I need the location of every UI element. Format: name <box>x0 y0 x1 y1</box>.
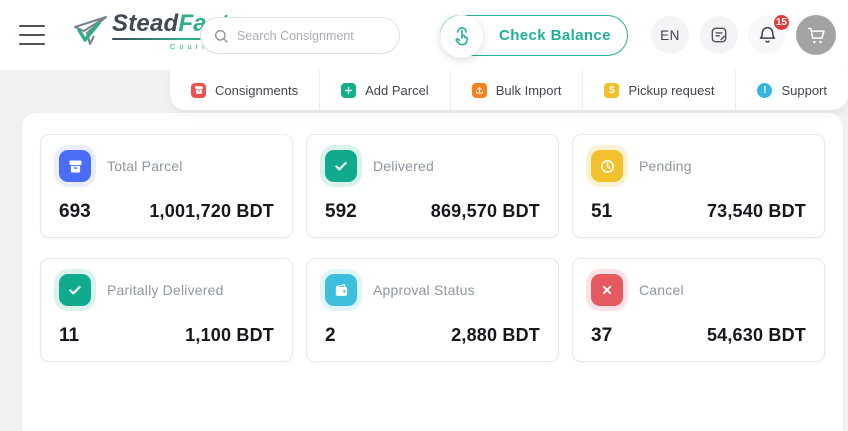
stat-card-cancel: Cancel 37 54,630 BDT <box>572 258 825 362</box>
check-balance-button[interactable]: Check Balance <box>440 15 628 58</box>
stat-card-count: 592 <box>325 201 357 222</box>
tab-bulk-import[interactable]: Bulk Import <box>449 70 583 110</box>
stat-card-count: 693 <box>59 201 91 222</box>
search-input[interactable] <box>237 28 398 43</box>
stat-card-amount: 1,001,720 BDT <box>149 201 274 221</box>
stat-card-total-parcel: Total Parcel 693 1,001,720 BDT <box>40 134 293 238</box>
tap-hand-icon <box>440 15 483 58</box>
logo-tagline: Courier <box>169 42 223 51</box>
stat-card-delivered: Delivered 592 869,570 BDT <box>306 134 559 238</box>
stat-card-count: 11 <box>59 325 80 346</box>
logo-underline <box>112 38 229 40</box>
bulk-import-icon <box>471 82 487 98</box>
tab-label: Bulk Import <box>495 82 562 98</box>
parcel-icon <box>59 150 91 182</box>
stat-card-amount: 1,100 BDT <box>185 325 274 345</box>
check-icon <box>325 150 357 182</box>
pickup-request-icon: $ <box>604 82 620 98</box>
stat-card-label: Delivered <box>373 158 434 174</box>
wallet-icon <box>325 274 357 306</box>
menu-icon[interactable] <box>19 25 45 45</box>
search-icon <box>213 28 229 44</box>
bell-icon <box>757 25 778 46</box>
tab-add-parcel[interactable]: Add Parcel <box>319 70 450 110</box>
stat-card-amount: 54,630 BDT <box>706 325 806 345</box>
tab-label: Pickup request <box>628 82 715 98</box>
stat-card-label: Paritally Delivered <box>107 282 224 298</box>
stats-panel: Total Parcel 693 1,001,720 BDT Delivered <box>22 113 843 431</box>
check-icon <box>59 274 91 306</box>
stat-card-pending: Pending 51 73,540 BDT <box>572 134 825 238</box>
stat-card-count: 2 <box>325 325 336 346</box>
consignments-icon <box>191 82 206 98</box>
content-band: Consignments Add Parcel Bulk Import $ Pi… <box>0 70 848 431</box>
stat-card-amount: 73,540 BDT <box>706 201 806 221</box>
language-button[interactable]: EN <box>651 16 689 54</box>
tab-label: Consignments <box>215 82 299 98</box>
support-icon: ! <box>757 82 773 98</box>
add-parcel-icon <box>341 82 357 98</box>
tab-support[interactable]: ! Support <box>735 70 848 110</box>
stat-card-partially-delivered: Paritally Delivered 11 1,100 BDT <box>40 258 293 362</box>
notifications-button[interactable]: 15 <box>748 13 791 54</box>
tab-consignments[interactable]: Consignments <box>170 70 319 110</box>
note-icon <box>709 25 729 45</box>
notes-button[interactable] <box>700 16 738 54</box>
stat-card-count: 37 <box>591 325 613 346</box>
tab-label: Support <box>781 82 827 98</box>
stat-card-label: Cancel <box>639 282 684 298</box>
stat-card-label: Pending <box>639 158 692 174</box>
stat-card-approval-status: Approval Status 2 2,880 BDT <box>306 258 559 362</box>
cart-button[interactable] <box>796 15 836 55</box>
clock-icon <box>591 150 623 182</box>
cancel-icon <box>591 274 623 306</box>
quick-nav-tabbar: Consignments Add Parcel Bulk Import $ Pi… <box>170 70 848 110</box>
tab-pickup-request[interactable]: $ Pickup request <box>582 70 735 110</box>
notification-badge: 15 <box>771 13 791 32</box>
stat-card-amount: 869,570 BDT <box>430 201 540 221</box>
paper-plane-check-icon <box>70 14 110 50</box>
search-box[interactable] <box>200 17 400 54</box>
stat-card-label: Total Parcel <box>107 158 183 174</box>
tab-label: Add Parcel <box>365 82 429 98</box>
stat-card-amount: 2,880 BDT <box>451 325 540 345</box>
stat-card-count: 51 <box>591 201 613 222</box>
check-balance-label: Check Balance <box>499 27 611 44</box>
logo-primary: Stead <box>112 10 179 37</box>
cart-icon <box>806 25 827 46</box>
stat-card-label: Approval Status <box>373 282 475 298</box>
top-header: SteadFast Courier Check <box>0 0 848 70</box>
stats-grid: Total Parcel 693 1,001,720 BDT Delivered <box>40 134 825 362</box>
